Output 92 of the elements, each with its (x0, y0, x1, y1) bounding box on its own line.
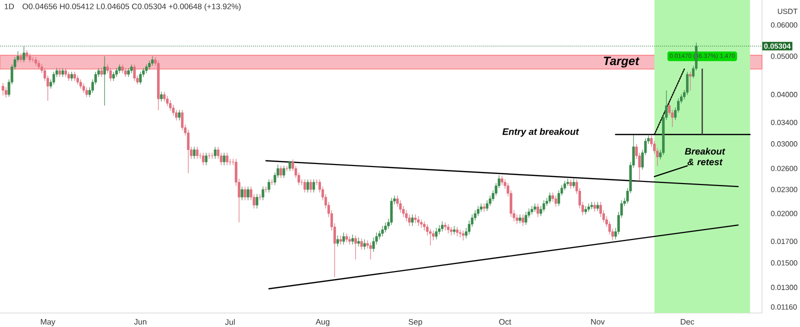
candlestick (256, 194, 258, 209)
candlestick (462, 230, 464, 241)
candlestick (524, 211, 528, 226)
candlestick (446, 224, 450, 234)
candlestick (214, 146, 216, 160)
candlestick (429, 228, 432, 246)
candlestick (264, 186, 268, 193)
candlestick (70, 71, 73, 82)
candlestick (456, 226, 458, 237)
text: Entry at breakout (502, 128, 580, 137)
candlestick (85, 87, 88, 98)
candlestick (357, 237, 360, 247)
candlestick (408, 214, 411, 226)
candlestick (163, 91, 166, 102)
candlestick (476, 206, 480, 216)
candlestick (178, 110, 181, 121)
candlestick (310, 179, 312, 193)
candlestick (304, 179, 306, 193)
candlestick (160, 91, 163, 102)
candlestick (124, 68, 127, 78)
candlestick (351, 234, 354, 245)
candlestick (593, 202, 596, 212)
candlestick (112, 71, 115, 82)
candlestick (542, 200, 546, 212)
candlestick (4, 86, 8, 98)
candlestick (363, 239, 366, 250)
candlestick (82, 83, 85, 94)
candlestick (572, 178, 576, 188)
candlestick (139, 71, 142, 85)
candlestick (417, 216, 420, 226)
candlestick (390, 198, 393, 226)
candlestick (280, 166, 282, 178)
candlestick (569, 179, 572, 190)
candlestick (240, 186, 244, 201)
candlestick (127, 68, 130, 78)
candlestick (405, 210, 408, 222)
candlestick (381, 226, 384, 237)
candlestick (262, 186, 264, 201)
candlestick (169, 100, 172, 112)
candlestick (288, 160, 292, 172)
candlestick (411, 214, 414, 226)
candlestick (244, 186, 246, 201)
candlestick (61, 68, 64, 78)
candlestick (516, 214, 518, 224)
candlestick (38, 60, 40, 70)
candlestick (103, 56, 106, 106)
candlestick (79, 79, 82, 89)
candlestick (100, 68, 103, 78)
candlestick (268, 179, 270, 193)
candlestick (52, 71, 56, 85)
candlestick (115, 68, 118, 78)
candlestick (76, 75, 79, 85)
candlestick (58, 68, 62, 78)
candlestick (342, 232, 345, 245)
candlestick (384, 222, 387, 233)
candlestick (204, 152, 208, 166)
candlestick (151, 56, 154, 66)
candlestick (399, 200, 402, 213)
candlestick (67, 71, 70, 82)
band-label: Target (604, 56, 640, 68)
candlestick (689, 71, 692, 92)
candlestick (686, 71, 689, 96)
candlestick (246, 186, 250, 201)
annotation: Breakout & retest (684, 148, 726, 166)
candlestick (369, 242, 372, 260)
candlestick (522, 214, 524, 226)
candlestick (354, 235, 357, 260)
candlestick (64, 68, 68, 78)
candlestick (360, 238, 363, 250)
candlestick (282, 166, 286, 178)
candlestick (312, 179, 316, 193)
candlestick (202, 152, 204, 166)
candlestick (109, 68, 112, 82)
candlestick (336, 235, 339, 247)
candlestick (518, 214, 522, 224)
candlestick (2, 82, 4, 96)
candlestick (133, 64, 136, 82)
candlestick (435, 228, 438, 240)
candlestick (500, 176, 504, 186)
candlestick (440, 221, 444, 232)
candlestick (306, 179, 310, 193)
candlestick (596, 202, 599, 212)
candlestick (192, 146, 196, 160)
candlestick (486, 200, 488, 212)
candlestick (222, 152, 226, 166)
candlestick (536, 203, 540, 218)
candlestick (548, 192, 552, 204)
candlestick (554, 195, 558, 208)
candlestick (22, 46, 26, 62)
candlestick (196, 146, 198, 160)
candlestick (73, 71, 76, 82)
candlestick (226, 152, 228, 166)
